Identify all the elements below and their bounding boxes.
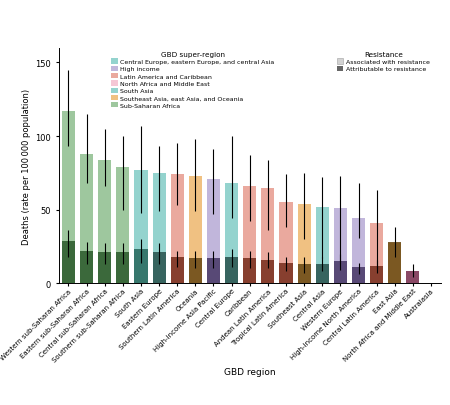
X-axis label: GBD region: GBD region [224, 367, 275, 376]
Bar [117, 253, 130, 284]
Bar [153, 253, 166, 284]
Bar [62, 112, 75, 284]
Bar [62, 241, 75, 284]
Bar [370, 266, 383, 284]
Bar [171, 175, 184, 284]
Bar [117, 168, 130, 284]
Bar [207, 258, 220, 283]
Bar [243, 187, 256, 284]
Bar [297, 204, 310, 284]
Bar [297, 264, 310, 284]
Bar [316, 207, 329, 284]
Bar [153, 173, 166, 284]
Bar [189, 176, 202, 284]
Bar [406, 272, 419, 283]
Bar [98, 253, 111, 284]
Bar [388, 244, 401, 284]
Bar [225, 184, 238, 284]
Bar [80, 251, 93, 284]
Y-axis label: Deaths (rate per 100 000 population): Deaths (rate per 100 000 population) [22, 88, 31, 244]
Bar [207, 179, 220, 284]
Bar [189, 258, 202, 283]
Legend: Central Europe, eastern Europe, and central Asia, High income, Latin America and: Central Europe, eastern Europe, and cent… [111, 52, 274, 109]
Bar [279, 203, 292, 284]
Bar [334, 209, 347, 284]
Bar [352, 267, 365, 284]
Bar [135, 171, 148, 284]
Bar [261, 260, 274, 283]
Bar [388, 242, 401, 284]
Bar [243, 258, 256, 283]
Bar [279, 263, 292, 284]
Bar [225, 257, 238, 284]
Bar [80, 154, 93, 284]
Bar [316, 264, 329, 284]
Bar [135, 250, 148, 284]
Bar [370, 223, 383, 284]
Bar [334, 262, 347, 284]
Bar [261, 188, 274, 284]
Legend: Associated with resistance, Attributable to resistance: Associated with resistance, Attributable… [337, 52, 430, 72]
Bar [98, 160, 111, 284]
Bar [352, 219, 365, 284]
Bar [171, 257, 184, 284]
